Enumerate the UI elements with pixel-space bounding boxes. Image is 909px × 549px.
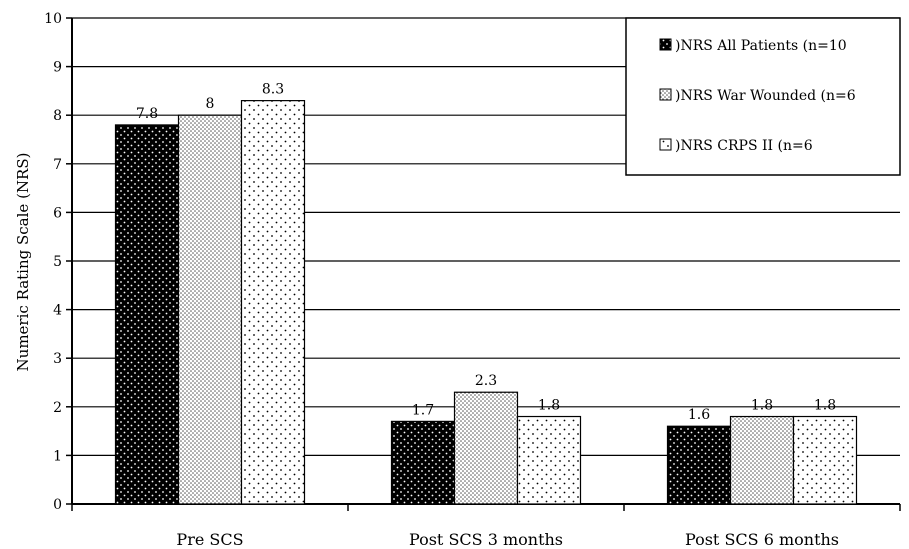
data-label: 1.7 <box>412 402 434 418</box>
y-tick-label: 3 <box>53 351 62 367</box>
data-label: 8.3 <box>262 82 284 98</box>
y-axis-title: Numeric Rating Scale (NRS) <box>14 153 32 372</box>
data-label: 2.3 <box>475 373 497 389</box>
data-label: 1.8 <box>538 398 560 414</box>
x-category-label: Post SCS 3 months <box>409 530 563 549</box>
x-category-label: Pre SCS <box>176 530 243 549</box>
x-category-label: Post SCS 6 months <box>685 530 839 549</box>
bar <box>666 425 732 505</box>
data-label: 8 <box>206 96 215 112</box>
bar <box>390 420 456 505</box>
legend-item-label: )NRS War Wounded (n=6 <box>675 88 856 104</box>
legend-item-label: )NRS CRPS II (n=6 <box>675 138 813 154</box>
y-tick-label: 8 <box>53 108 62 124</box>
y-tick-label: 5 <box>53 254 62 270</box>
y-tick-label: 10 <box>44 11 62 27</box>
legend: )NRS All Patients (n=10 )NRS War Wounded … <box>625 17 901 176</box>
legend-box <box>625 17 901 176</box>
bar <box>240 100 306 505</box>
legend-swatch <box>659 38 672 51</box>
y-tick-label: 7 <box>53 157 62 173</box>
axes: 0 1 2 3 4 5 6 7 8 9 10 Pre SCS Post SCS 3 months Post… <box>44 11 901 549</box>
data-label: 7.8 <box>136 106 158 122</box>
y-tick-label: 4 <box>53 303 62 319</box>
y-tick-label: 0 <box>53 497 62 513</box>
y-tick-label: 1 <box>53 448 62 464</box>
y-tick-label: 6 <box>53 205 62 221</box>
bar <box>453 391 519 505</box>
bar <box>729 415 795 505</box>
bars <box>114 100 858 505</box>
legend-item-label: )NRS All Patients (n=10 <box>675 38 847 54</box>
bar <box>177 114 243 505</box>
bar <box>516 415 582 505</box>
y-tick-label: 9 <box>53 60 62 76</box>
bar <box>114 124 180 505</box>
legend-swatch <box>659 88 672 101</box>
data-label: 1.8 <box>751 398 773 414</box>
data-labels: 7.8 8 8.3 1.7 2.3 1.8 1.6 1.8 1.8 <box>136 82 836 424</box>
bar <box>792 415 858 505</box>
legend-swatch <box>659 138 672 151</box>
data-label: 1.8 <box>814 398 836 414</box>
data-label: 1.6 <box>688 407 710 423</box>
y-tick-label: 2 <box>53 400 62 416</box>
